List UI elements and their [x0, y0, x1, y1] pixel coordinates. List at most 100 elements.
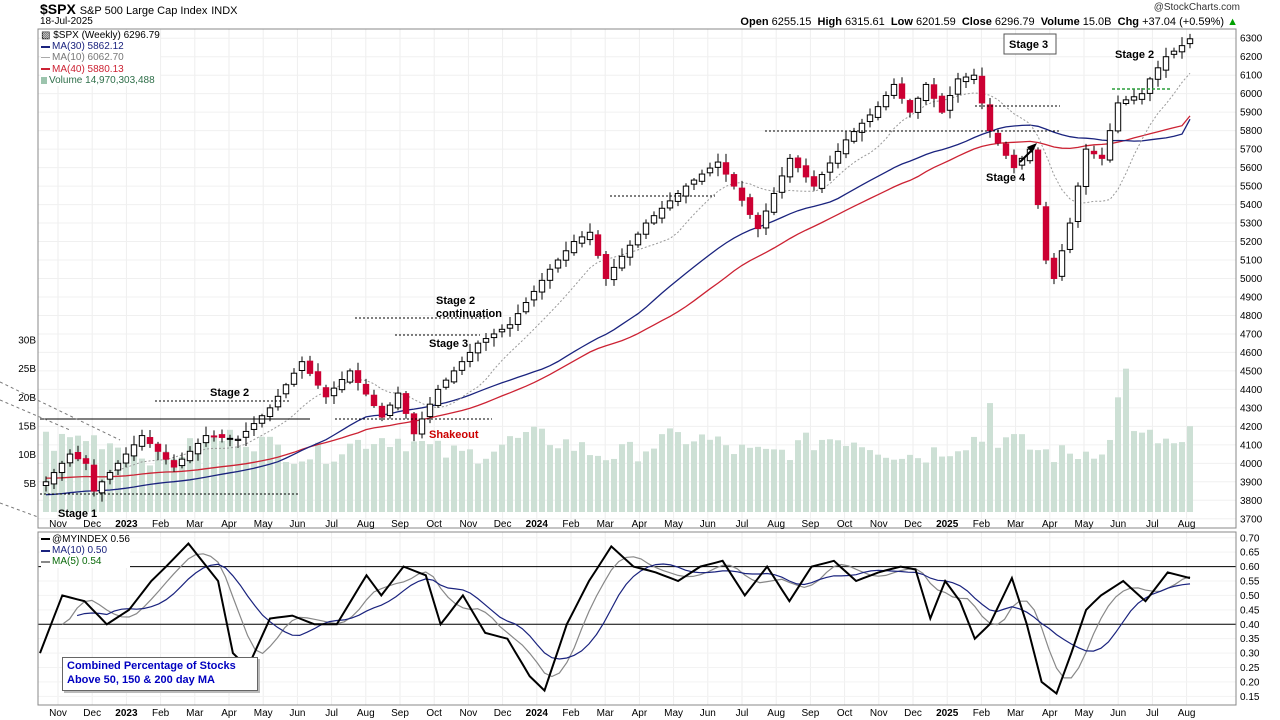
legend-ind-ma10-text: MA(10) 0.50	[52, 545, 108, 557]
volume-bar	[955, 451, 961, 512]
volume-bar	[1163, 438, 1169, 512]
x-tick-label: Feb	[562, 519, 580, 530]
volume-bar	[1075, 459, 1081, 512]
x-tick-label-ind: Mar	[597, 708, 615, 719]
y-tick-label: 4800	[1240, 311, 1263, 322]
legend-ma40-text: MA(40) 5880.13	[52, 63, 124, 75]
volume-bar	[1147, 429, 1153, 512]
volume-bar	[259, 436, 265, 512]
candle-body	[306, 360, 314, 374]
candle-body	[466, 351, 474, 362]
x-tick-label: Jul	[1146, 519, 1159, 530]
annotation-stage3-2025: Stage 3	[1009, 39, 1048, 51]
chg-value: +37.04 (+0.59%)	[1142, 16, 1225, 28]
x-tick-label: May	[1075, 519, 1094, 530]
annotation-stage1: Stage 1	[58, 508, 97, 520]
volume-bar	[715, 436, 721, 512]
candle-body	[474, 342, 482, 354]
candle-body	[786, 157, 794, 178]
legend-ind-ma5-text: MA(5) 0.54	[52, 556, 102, 568]
x-tick-label-ind: Jul	[325, 708, 338, 719]
legend-myindex: @MYINDEX 0.56	[41, 534, 130, 545]
candle-body	[1058, 250, 1066, 277]
candle-body	[706, 167, 714, 174]
candle-body	[858, 122, 866, 133]
volume-bar	[947, 456, 953, 512]
candle-body	[42, 481, 50, 486]
volume-tick-label: 20B	[18, 393, 36, 404]
ma30-line	[45, 118, 1191, 496]
candle-body	[58, 462, 66, 474]
volume-bar	[195, 451, 201, 512]
candle-body	[698, 173, 706, 182]
x-tick-label: 2024	[526, 519, 549, 530]
y-tick-label: 4300	[1240, 403, 1263, 414]
ohlc-readout: Open 6255.15 High 6315.61 Low 6201.59 Cl…	[740, 16, 1238, 28]
volume-tick-label: 15B	[18, 422, 36, 433]
volume-bar	[1099, 454, 1105, 512]
volume-bar	[75, 435, 81, 512]
candle-body	[98, 481, 106, 494]
candle-body	[1146, 78, 1154, 94]
candle-body	[906, 100, 914, 113]
chart-date: 18-Jul-2025	[40, 16, 93, 27]
candle-body	[66, 453, 74, 464]
candle-body	[666, 200, 674, 209]
candle-body	[138, 435, 146, 447]
volume-bar	[859, 447, 865, 512]
x-tick-label-ind: 2024	[526, 708, 549, 719]
candle-body	[770, 192, 778, 213]
volume-bar	[219, 440, 225, 512]
volume-bar	[395, 438, 401, 512]
volume-bar	[899, 458, 905, 512]
volume-bar	[363, 448, 369, 512]
candle-body	[426, 403, 434, 418]
annotation-stage2-2025: Stage 2	[1115, 49, 1154, 61]
candle-body	[170, 460, 178, 468]
ma30-swatch-icon	[41, 45, 50, 48]
candle-body	[1154, 67, 1162, 80]
annotations-layer: Stage 1 Stage 2 Stage 2 continuation Sta…	[0, 33, 1172, 520]
myindex-line	[39, 541, 1191, 696]
candle-body	[130, 444, 138, 457]
chg-up-arrow-icon: ▲	[1227, 16, 1238, 28]
volume-label: Volume	[1040, 16, 1080, 28]
candle-body	[290, 372, 298, 385]
volume-bar	[1091, 458, 1097, 512]
candle-body	[850, 131, 858, 142]
x-tick-label: Mar	[597, 519, 615, 530]
x-tick-label-ind: Jul	[1146, 708, 1159, 719]
candle-body	[1090, 150, 1098, 155]
candle-body	[650, 215, 658, 224]
volume-bar	[459, 450, 465, 512]
candle-body	[186, 450, 194, 462]
candle-body	[434, 388, 442, 406]
candle-body	[282, 384, 290, 395]
volume-tick-label: 25B	[18, 364, 36, 375]
x-tick-label: Aug	[1178, 519, 1196, 530]
volume-bar	[171, 458, 177, 512]
volume-bar	[627, 441, 633, 512]
candle-body	[1082, 148, 1090, 187]
x-tick-label-ind: Apr	[1042, 708, 1058, 719]
candle-body	[162, 452, 170, 460]
volume-bar	[227, 429, 233, 512]
x-tick-label: Mar	[186, 519, 204, 530]
ind-ma5-line	[61, 553, 1191, 679]
x-tick-label: Nov	[870, 519, 888, 530]
candle-body	[642, 222, 650, 235]
volume-bar	[579, 442, 585, 512]
x-tick-label-ind: 2025	[936, 708, 959, 719]
x-tick-label-ind: Sep	[391, 708, 409, 719]
candle-body	[898, 83, 906, 99]
y-tick-label: 5900	[1240, 108, 1263, 119]
volume-bar	[491, 451, 497, 512]
candle-body	[610, 266, 618, 281]
volume-bar	[563, 439, 569, 512]
candle-body	[1034, 149, 1042, 206]
close-value: 6296.79	[994, 16, 1035, 28]
candle-body	[522, 302, 530, 313]
x-tick-label-ind: Aug	[1178, 708, 1196, 719]
x-tick-label-ind: Nov	[460, 708, 478, 719]
volume-bar	[315, 442, 321, 512]
